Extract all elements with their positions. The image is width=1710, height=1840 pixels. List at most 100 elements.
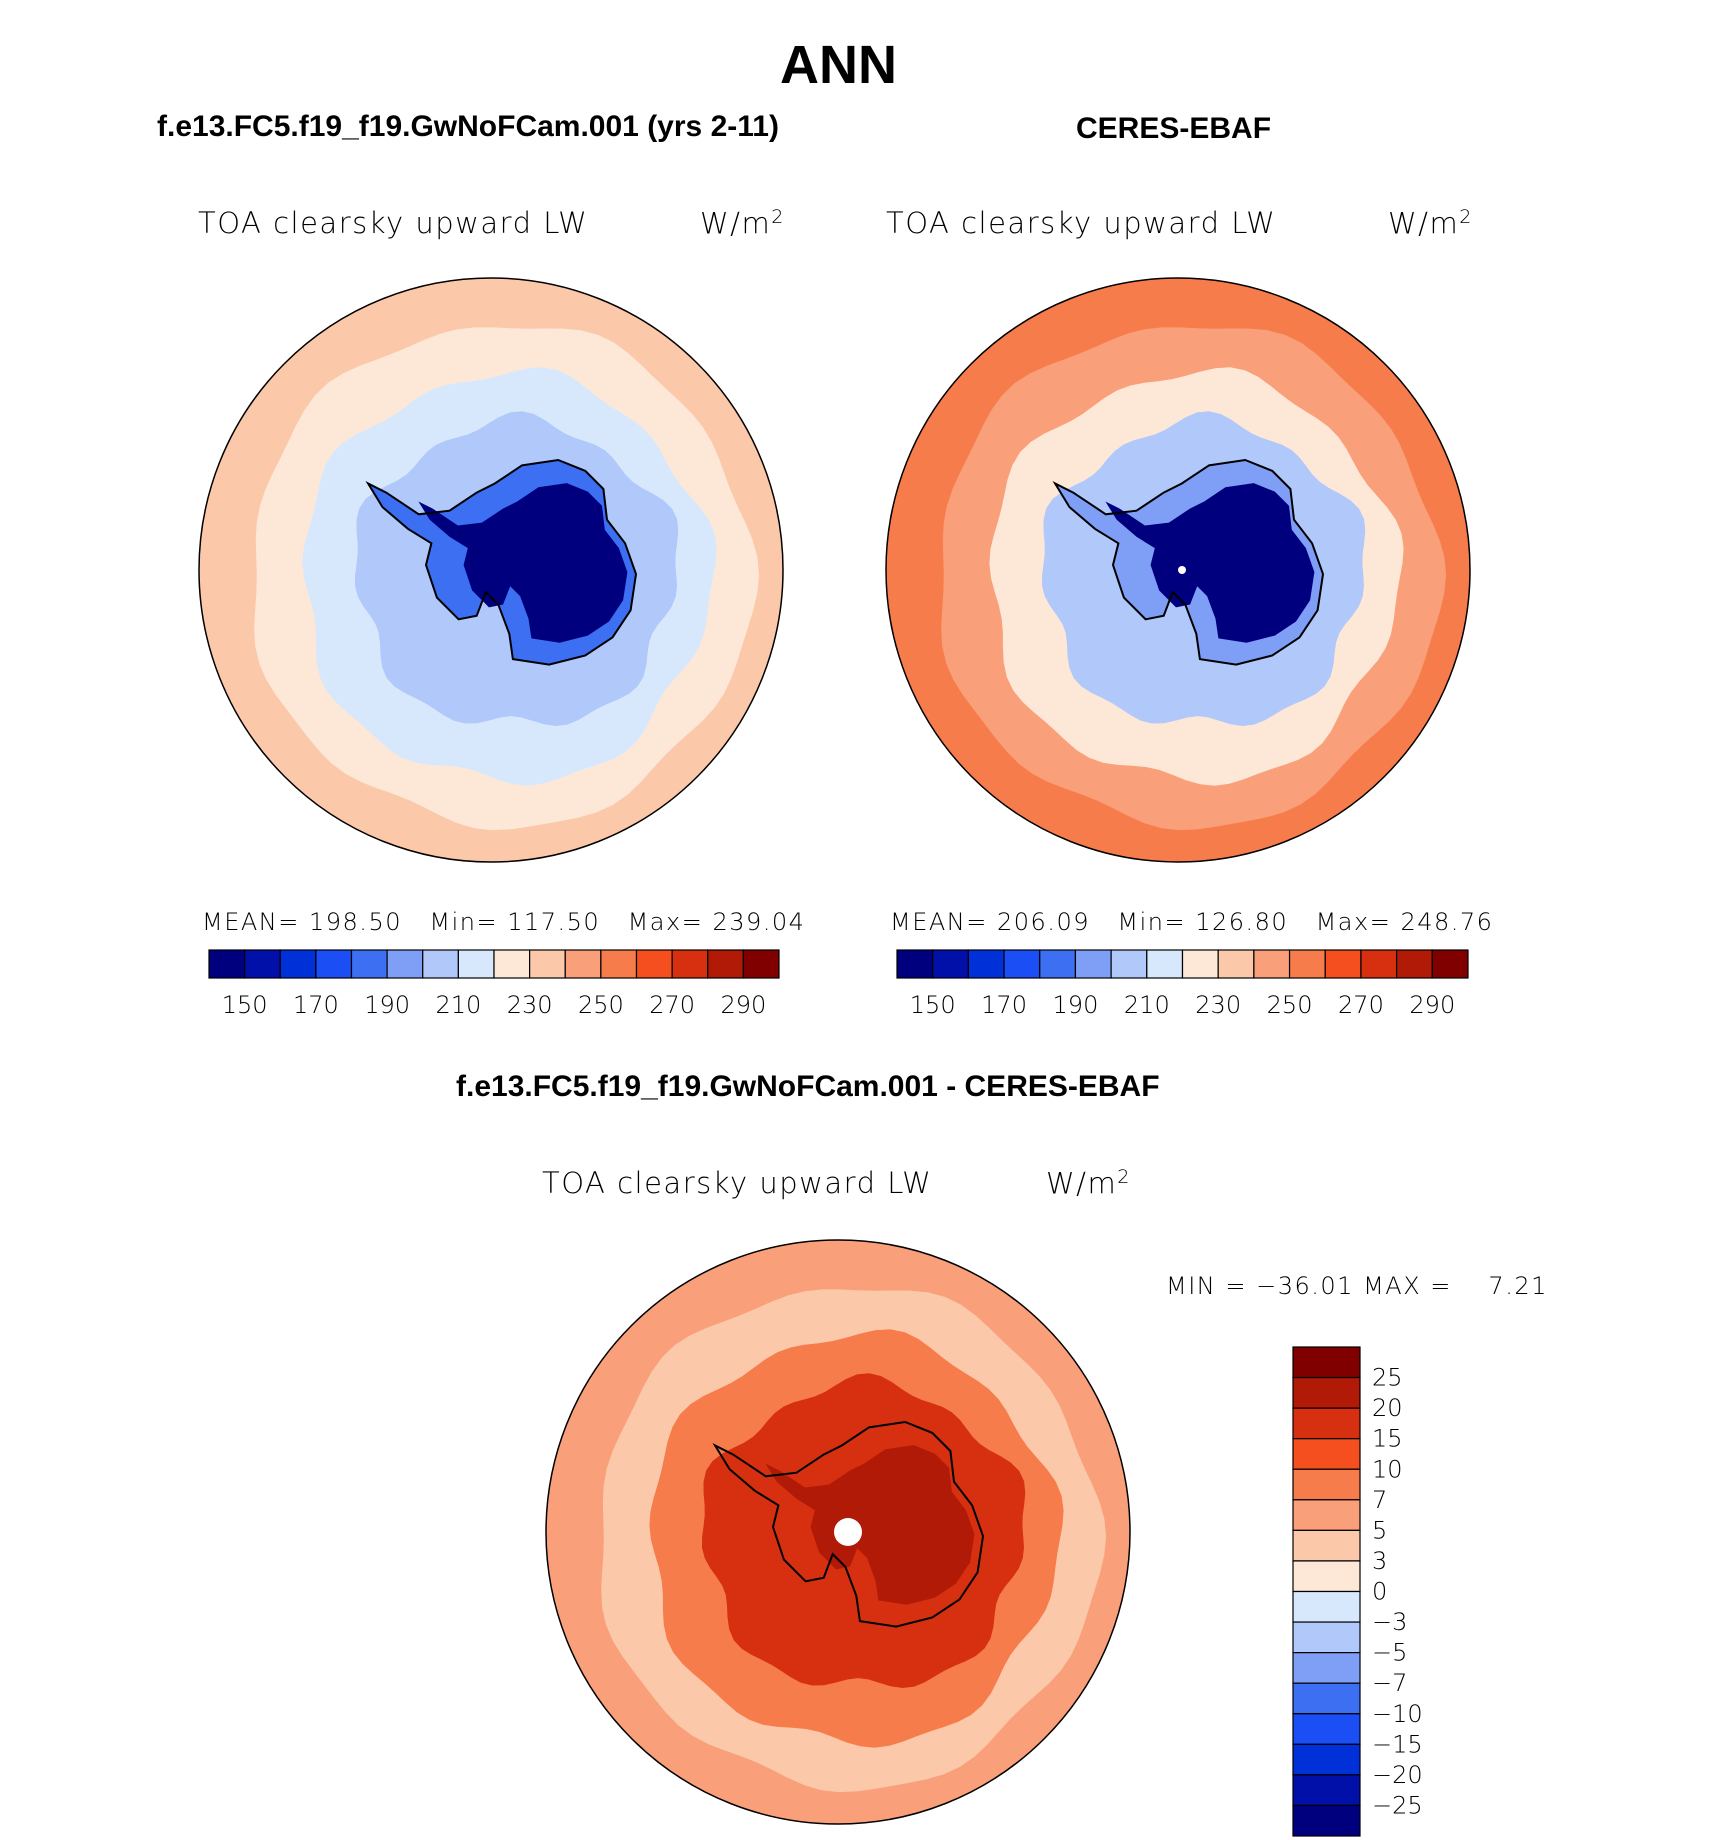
left-colorbar-tick: 190 [364,991,410,1019]
left-colorbar-cell [386,949,424,979]
diff-min-value: −36.01 [1256,1272,1354,1300]
right-max-label: Max= [1315,908,1392,936]
left-colorbar-cell [279,949,317,979]
right-map-boundary [885,277,1471,863]
right-variable-label: TOA clearsky upward LW [886,206,1277,240]
left-units-base: W/m [700,206,772,241]
diff-colorbar-cell [1292,1346,1361,1379]
right-colorbar-cell [967,949,1005,979]
diff-colorbar-tick: −20 [1372,1761,1423,1789]
diff-pole-hole [834,1518,862,1546]
diff-colorbar-tick: −25 [1372,1791,1423,1819]
right-panel-title: CERES-EBAF [1076,112,1272,145]
diff-colorbar-cell [1292,1560,1361,1593]
right-mean-value: 206.09 [997,908,1090,936]
left-min-label: Min= [429,908,499,936]
right-colorbar-cell [896,949,934,979]
right-colorbar-tick: 210 [1124,991,1170,1019]
diff-colorbar-tick: 25 [1372,1364,1403,1392]
right-units-base: W/m [1388,206,1460,241]
diff-colorbar-tick: 0 [1372,1578,1387,1606]
right-coastline [1052,458,1325,666]
diff-stats: MIN = −36.01 MAX = 7.21 [1166,1272,1548,1300]
diff-colorbar-cell [1292,1407,1361,1440]
left-colorbar-cell [529,949,566,979]
right-colorbar-cell [1324,949,1362,979]
left-colorbar-cell [564,949,602,979]
left-max-label: Max= [627,908,704,936]
left-map-boundary [198,277,784,863]
diff-colorbar-tick: 15 [1372,1425,1403,1453]
right-colorbar-tick: 290 [1409,991,1455,1019]
right-colorbar-cell [1074,949,1112,979]
diff-colorbar-cell [1292,1590,1361,1623]
diff-colorbar-cell [1292,1529,1361,1562]
right-units: W/m2 [1388,206,1473,241]
left-colorbar-cell [244,949,281,979]
diff-colorbar-cell [1292,1468,1361,1501]
right-colorbar-cell [1039,949,1077,979]
diff-map [545,1239,1131,1825]
left-colorbar-cell [671,949,709,979]
right-colorbar-cell [1253,949,1291,979]
left-colorbar-cell [208,949,246,979]
right-stats: MEAN= 206.09 Min= 126.80 Max= 248.76 [890,908,1493,936]
diff-max-label: MAX = [1363,1272,1452,1300]
right-colorbar-tick: 230 [1195,991,1241,1019]
diff-field [546,1240,1130,1824]
diff-colorbar-tick: −15 [1372,1730,1423,1758]
diff-min-label: MIN = [1166,1272,1247,1300]
right-pole-dot [1178,566,1186,574]
diff-colorbar-cell [1292,1743,1361,1776]
left-panel-title: f.e13.FC5.f19_f19.GwNoFCam.001 (yrs 2-11… [157,110,779,143]
left-colorbar-tick: 150 [222,991,268,1019]
left-units-exp: 2 [771,206,785,228]
page-title: ANN [780,35,897,95]
left-min-value: 117.50 [507,908,601,936]
diff-colorbar-tick: −7 [1372,1669,1407,1697]
diff-colorbar-cell [1292,1652,1361,1684]
right-map [885,277,1471,863]
diff-variable-label: TOA clearsky upward LW [542,1166,933,1200]
right-min-label: Min= [1117,908,1187,936]
diff-colorbar-tick: −5 [1372,1639,1407,1667]
left-max-value: 239.04 [712,908,806,936]
right-colorbar-cell [1146,949,1184,979]
left-band-interior [418,483,628,643]
right-colorbar-cell [1003,949,1041,979]
left-stats: MEAN= 198.50 Min= 117.50 Max= 239.04 [202,908,805,936]
right-colorbar-tick: 150 [910,991,956,1019]
left-colorbar-tick: 230 [507,991,553,1019]
left-variable-label: TOA clearsky upward LW [198,206,589,240]
left-colorbar-tick: 210 [435,991,481,1019]
right-mean-label: MEAN= [890,908,988,936]
left-units: W/m2 [700,206,785,241]
diff-max-value: 7.21 [1488,1272,1548,1300]
left-colorbar-cell [422,949,459,979]
diff-colorbar-cell [1292,1682,1361,1715]
right-colorbar-cell [1396,949,1433,979]
left-colorbar-cell [457,949,495,979]
left-colorbar-tick: 290 [720,991,766,1019]
diff-units: W/m2 [1046,1166,1131,1201]
left-colorbar-cell [350,949,388,979]
diff-panel-title: f.e13.FC5.f19_f19.GwNoFCam.001 - CERES-E… [456,1070,1160,1103]
left-colorbar-cell [493,949,531,979]
diff-colorbar-cell [1292,1499,1361,1531]
right-colorbar-cell [1431,949,1469,979]
left-colorbar-tick: 270 [649,991,695,1019]
left-field [199,278,783,862]
diff-colorbar-cell [1292,1774,1361,1807]
diff-colorbar-tick: −10 [1372,1700,1423,1728]
right-colorbar-tick: 270 [1338,991,1384,1019]
diff-colorbar-cell [1292,1438,1361,1470]
right-colorbar-cell [1360,949,1398,979]
left-coastline [365,458,638,666]
left-colorbar-cell [707,949,744,979]
left-colorbar-tick: 170 [293,991,339,1019]
right-band-interior [1105,483,1315,643]
right-colorbar-tick: 170 [981,991,1027,1019]
diff-colorbar-tick: −3 [1372,1608,1407,1636]
diff-units-exp: 2 [1117,1166,1131,1188]
